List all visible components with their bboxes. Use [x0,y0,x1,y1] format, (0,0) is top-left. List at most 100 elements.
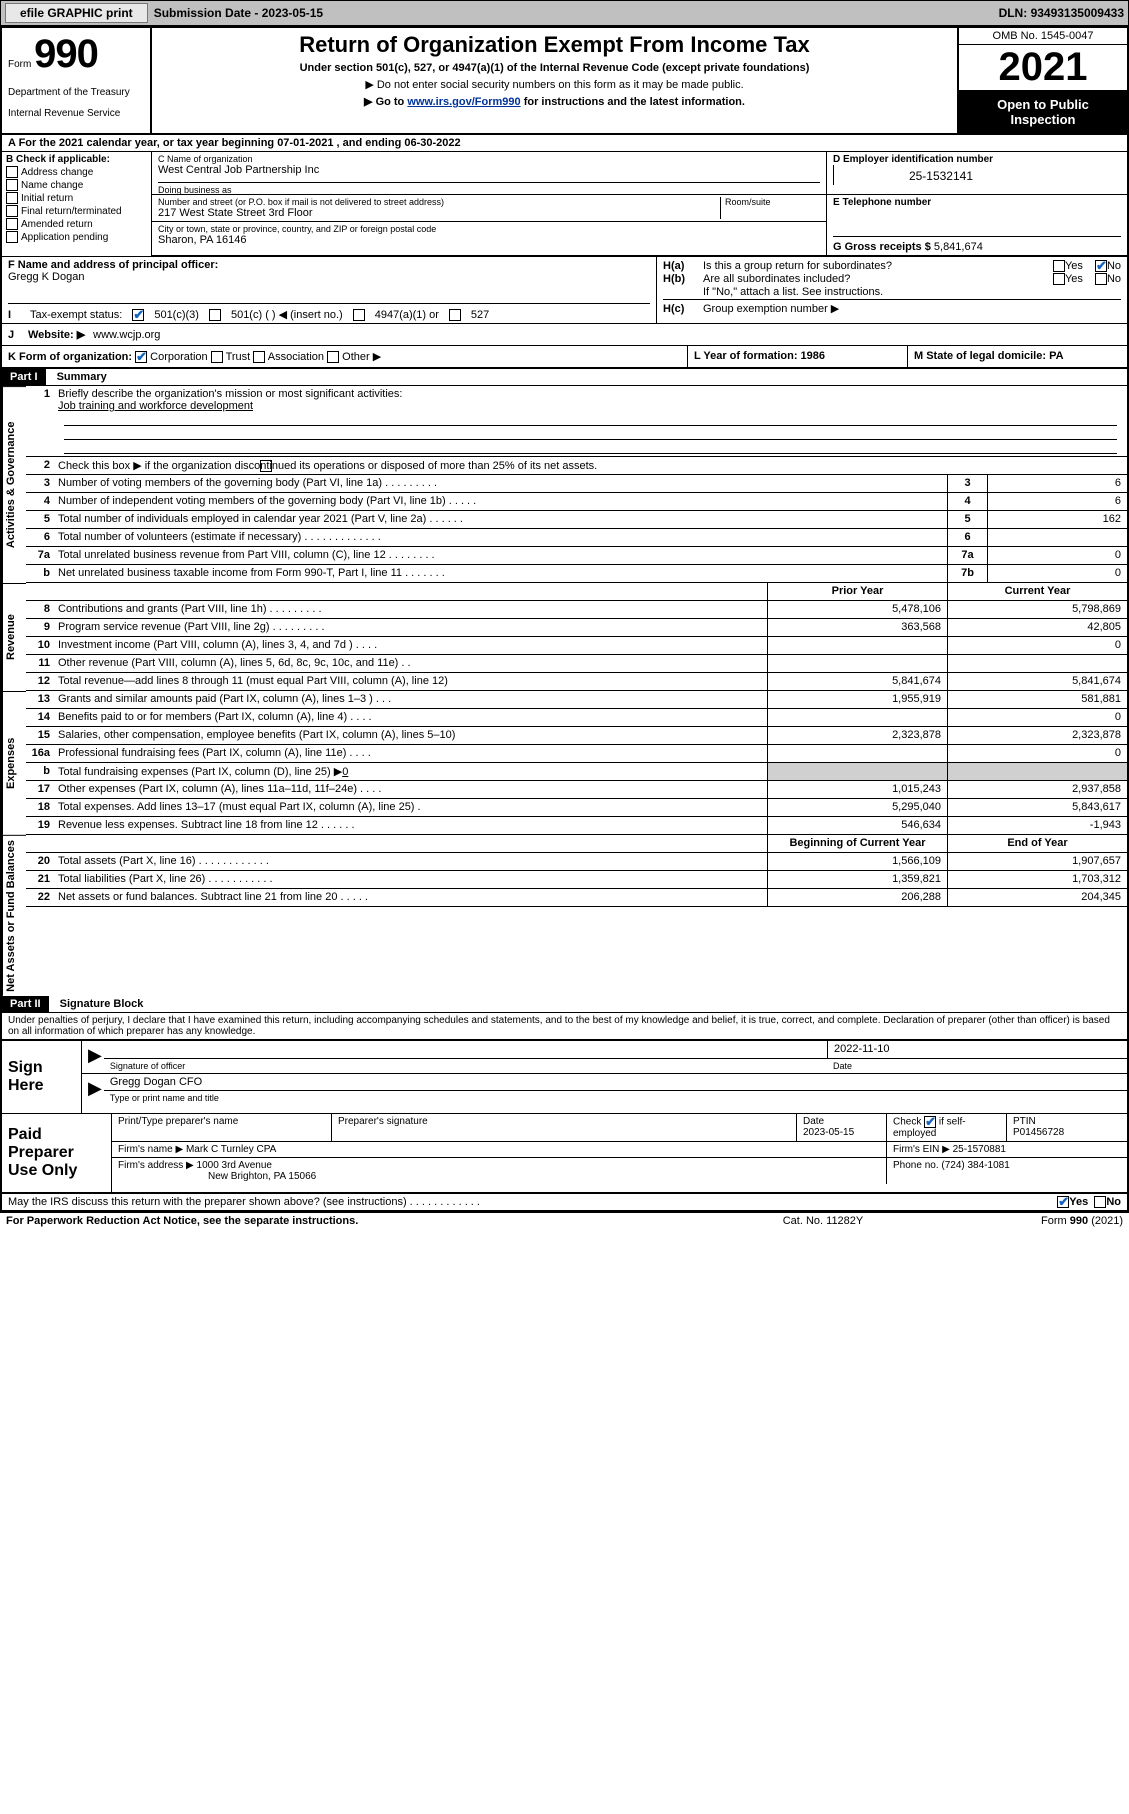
val-l13c: 581,881 [947,691,1127,708]
val-l9c: 42,805 [947,619,1127,636]
year-formation: L Year of formation: 1986 [687,346,907,367]
chk-amended-return[interactable] [6,218,18,230]
chk-4947[interactable] [353,309,365,321]
chk-other[interactable] [327,351,339,363]
chk-self-employed[interactable] [924,1116,936,1128]
val-l15p: 2,323,878 [767,727,947,744]
form-990: Form 990 Department of the Treasury Inte… [0,26,1129,1213]
chk-corporation[interactable] [135,351,147,363]
val-l16ap [767,745,947,762]
val-l21c: 1,703,312 [947,871,1127,888]
val-l5: 162 [987,511,1127,528]
chk-application-pending[interactable] [6,231,18,243]
room-suite: Room/suite [720,197,820,219]
val-l11c [947,655,1127,672]
row-website: J Website: ▶ www.wcjp.org [2,324,1127,346]
section-net-assets: Net Assets or Fund Balances Beginning of… [2,835,1127,996]
chk-527[interactable] [449,309,461,321]
form-number: 990 [34,32,98,76]
principal-officer: F Name and address of principal officer:… [2,257,657,323]
val-l16b: 0 [342,766,348,778]
val-l21p: 1,359,821 [767,871,947,888]
chk-association[interactable] [253,351,265,363]
chk-ha-yes[interactable] [1053,260,1065,272]
note-ssn: ▶ Do not enter social security numbers o… [160,78,949,91]
val-l14c: 0 [947,709,1127,726]
chk-discuss-yes[interactable] [1057,1196,1069,1208]
section-expenses: Expenses 13Grants and similar amounts pa… [2,691,1127,835]
vtab-net-assets: Net Assets or Fund Balances [2,835,26,996]
form-of-org: K Form of organization: Corporation Trus… [2,346,687,367]
address-block: Number and street (or P.O. box if mail i… [152,195,827,255]
vtab-revenue: Revenue [2,583,26,691]
val-l16ac: 0 [947,745,1127,762]
val-l12c: 5,841,674 [947,673,1127,690]
col-beginning-year: Beginning of Current Year [767,835,947,852]
val-l7a: 0 [987,547,1127,564]
col-prior-year: Prior Year [767,583,947,600]
col-cde: C Name of organization West Central Job … [152,152,1127,256]
section-revenue: Revenue Prior Year Current Year 8Contrib… [2,583,1127,691]
open-inspection: Open to Public Inspection [959,91,1127,133]
perjury-statement: Under penalties of perjury, I declare th… [2,1013,1127,1039]
sign-here-label: Sign Here [2,1041,82,1113]
val-l3: 6 [987,475,1127,492]
col-b-checkboxes: B Check if applicable: Address change Na… [2,152,152,256]
firm-ein: 25-1570881 [953,1144,1006,1155]
val-l12p: 5,841,674 [767,673,947,690]
chk-initial-return[interactable] [6,192,18,204]
val-l20p: 1,566,109 [767,853,947,870]
city-value: Sharon, PA 16146 [158,234,820,246]
grey-cell-1 [767,763,947,780]
submission-date: Submission Date - 2023-05-15 [154,6,323,20]
ein-block: D Employer identification number 25-1532… [827,152,1127,194]
print-button[interactable]: efile GRAPHIC print [5,3,148,23]
chk-501c3[interactable] [132,309,144,321]
page-footer: For Paperwork Reduction Act Notice, see … [0,1213,1129,1229]
officer-name: Gregg K Dogan [8,271,650,283]
chk-final-return[interactable] [6,205,18,217]
sign-here-block: Sign Here ▶ 2022-11-10 Signature of offi… [2,1039,1127,1113]
chk-discontinued[interactable] [260,460,272,472]
grey-cell-2 [947,763,1127,780]
chk-trust[interactable] [211,351,223,363]
paid-preparer-block: Paid Preparer Use Only Print/Type prepar… [2,1113,1127,1194]
val-l17c: 2,937,858 [947,781,1127,798]
preparer-date: 2023-05-15 [803,1127,854,1138]
chk-hb-no[interactable] [1095,273,1107,285]
irs-link[interactable]: www.irs.gov/Form990 [407,96,520,108]
irs: Internal Revenue Service [8,108,144,119]
chk-ha-no[interactable] [1095,260,1107,272]
firm-address-2: New Brighton, PA 15066 [208,1171,316,1182]
chk-name-change[interactable] [6,179,18,191]
val-l6 [987,529,1127,546]
arrow-icon: ▶ [82,1041,104,1073]
col-current-year: Current Year [947,583,1127,600]
section-governance: Activities & Governance 1 Briefly descri… [2,386,1127,583]
firm-name: Mark C Turnley CPA [186,1144,276,1155]
val-l4: 6 [987,493,1127,510]
val-l19p: 546,634 [767,817,947,834]
val-l18c: 5,843,617 [947,799,1127,816]
chk-hb-yes[interactable] [1053,273,1065,285]
part1-header: Part I Summary [2,369,1127,386]
mission-text: Job training and workforce development [58,400,253,412]
street-value: 217 West State Street 3rd Floor [158,207,720,219]
note-link: ▶ Go to www.irs.gov/Form990 for instruct… [160,95,949,108]
header-right: OMB No. 1545-0047 2021 Open to Public In… [957,28,1127,133]
h-block: H(a) Is this a group return for subordin… [657,257,1127,323]
footer-catno: Cat. No. 11282Y [723,1215,923,1227]
tax-year: 2021 [959,45,1127,91]
form-title: Return of Organization Exempt From Incom… [160,32,949,58]
chk-501c[interactable] [209,309,221,321]
top-bar: efile GRAPHIC print Submission Date - 20… [0,0,1129,26]
org-name-block: C Name of organization West Central Job … [152,152,827,194]
signature-date: 2022-11-10 [827,1041,1127,1059]
val-l18p: 5,295,040 [767,799,947,816]
chk-address-change[interactable] [6,166,18,178]
paid-preparer-label: Paid Preparer Use Only [2,1114,112,1192]
val-l8c: 5,798,869 [947,601,1127,618]
identity-block: B Check if applicable: Address change Na… [2,152,1127,257]
val-l10c: 0 [947,637,1127,654]
chk-discuss-no[interactable] [1094,1196,1106,1208]
